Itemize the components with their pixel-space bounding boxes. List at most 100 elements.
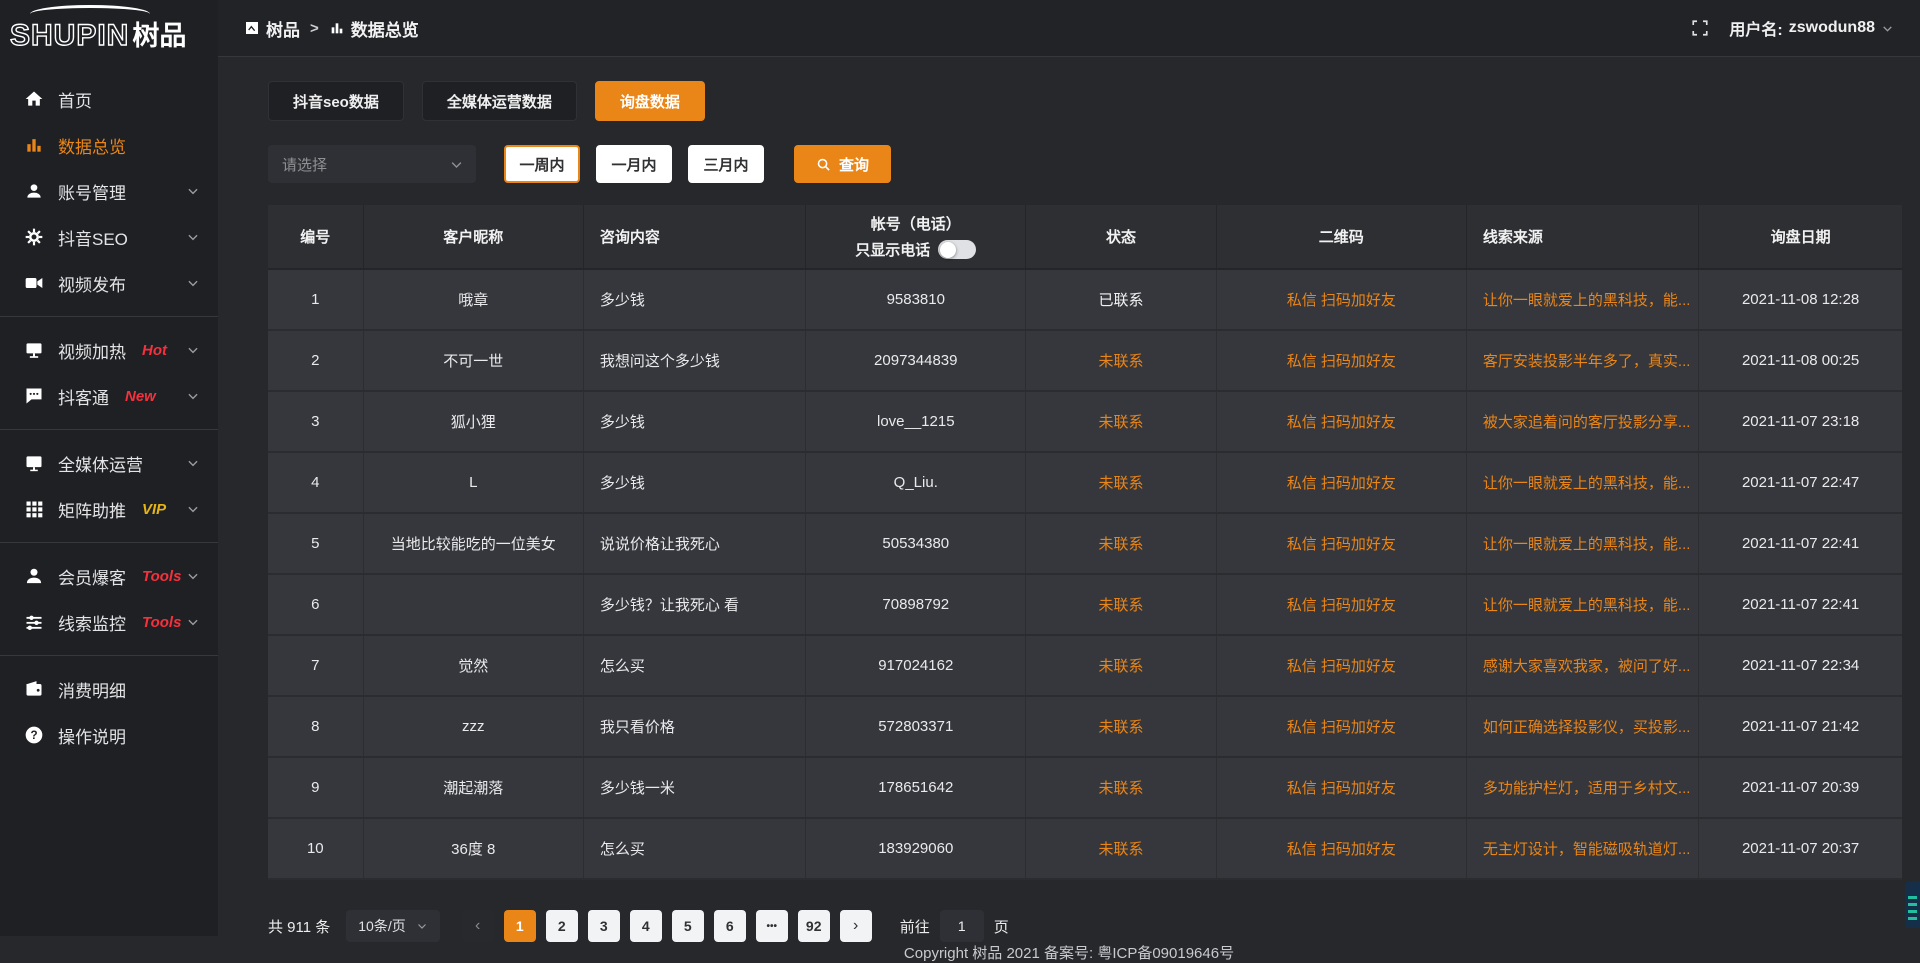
page-ellipsis-button[interactable]: •••	[756, 910, 788, 942]
screen-icon	[24, 453, 44, 473]
tab-douyin-seo-data[interactable]: 抖音seo数据	[268, 81, 404, 121]
sidebar-item-help[interactable]: ? 操作说明	[0, 712, 218, 758]
inquiry-table: 编号 客户昵称 咨询内容 帐号（电话） 只显示电话 状态 二维码 线索来源	[268, 205, 1902, 880]
page-size-value: 10条/页	[358, 916, 405, 936]
cell-source-link[interactable]: 感谢大家喜欢我家，被问了好...	[1466, 635, 1698, 696]
cell-qrcode-link[interactable]: 私信 扫码加好友	[1216, 330, 1466, 391]
logo-text-en: SHUPIN	[10, 19, 129, 52]
cell-status: 未联系	[1026, 330, 1216, 391]
chevron-down-icon	[186, 615, 200, 629]
column-header-account: 帐号（电话） 只显示电话	[806, 205, 1026, 269]
cell-qrcode-link[interactable]: 私信 扫码加好友	[1216, 696, 1466, 757]
logo-text-cn: 树品	[132, 21, 186, 51]
page-button-6[interactable]: 6	[714, 910, 746, 942]
chevron-down-icon	[186, 569, 200, 583]
page-button-1[interactable]: 1	[504, 910, 536, 942]
cell-source-link[interactable]: 让你一眼就爱上的黑科技，能...	[1466, 452, 1698, 513]
query-button[interactable]: 查询	[794, 145, 891, 183]
sidebar-item-media-operation[interactable]: 全媒体运营	[0, 440, 218, 486]
filter-select-placeholder: 请选择	[282, 154, 327, 175]
sidebar-item-label: 全媒体运营	[58, 451, 143, 476]
app-window-icon	[244, 20, 260, 36]
period-button-quarter[interactable]: 三月内	[688, 145, 764, 183]
topbar-right: 用户名: zswodun88	[1691, 16, 1894, 40]
sidebar-item-label: 操作说明	[58, 723, 126, 748]
cell-date: 2021-11-07 21:42	[1699, 696, 1902, 757]
cell-content: 怎么买	[583, 635, 805, 696]
cell-qrcode-link[interactable]: 私信 扫码加好友	[1216, 513, 1466, 574]
cell-qrcode-link[interactable]: 私信 扫码加好友	[1216, 635, 1466, 696]
goto-page-input[interactable]	[940, 910, 984, 942]
page-button-4[interactable]: 4	[630, 910, 662, 942]
sidebar-item-douyin-seo[interactable]: 抖音SEO	[0, 214, 218, 260]
sidebar-divider	[0, 542, 218, 543]
cell-source-link[interactable]: 让你一眼就爱上的黑科技，能...	[1466, 269, 1698, 330]
cell-qrcode-link[interactable]: 私信 扫码加好友	[1216, 757, 1466, 818]
tab-media-operation-data[interactable]: 全媒体运营数据	[422, 81, 577, 121]
sidebar-divider	[0, 655, 218, 656]
sidebar-divider	[0, 429, 218, 430]
sidebar-item-account-manage[interactable]: 账号管理	[0, 168, 218, 214]
cell-qrcode-link[interactable]: 私信 扫码加好友	[1216, 269, 1466, 330]
breadcrumb-item-current[interactable]: 数据总览	[329, 16, 419, 41]
page-size-select[interactable]: 10条/页	[346, 910, 439, 942]
page-button-3[interactable]: 3	[588, 910, 620, 942]
cell-source-link[interactable]: 无主灯设计，智能磁吸轨道灯...	[1466, 818, 1698, 879]
cell-date: 2021-11-07 20:39	[1699, 757, 1902, 818]
cell-account: 70898792	[806, 574, 1026, 635]
page-button-2[interactable]: 2	[546, 910, 578, 942]
cell-source-link[interactable]: 让你一眼就爱上的黑科技，能...	[1466, 574, 1698, 635]
cell-content: 多少钱	[583, 452, 805, 513]
period-button-week[interactable]: 一周内	[504, 145, 580, 183]
cell-qrcode-link[interactable]: 私信 扫码加好友	[1216, 818, 1466, 879]
copyright-text: Copyright 树品 2021 备案号: 粤ICP备09019646号	[904, 942, 1234, 963]
sidebar-item-home[interactable]: 首页	[0, 76, 218, 122]
question-icon: ?	[24, 725, 44, 745]
next-page-button[interactable]: ›	[840, 910, 872, 942]
user-menu[interactable]: 用户名: zswodun88	[1729, 16, 1894, 40]
cell-qrcode-link[interactable]: 私信 扫码加好友	[1216, 574, 1466, 635]
fullscreen-icon[interactable]	[1691, 19, 1709, 37]
cell-qrcode-link[interactable]: 私信 扫码加好友	[1216, 452, 1466, 513]
prev-page-button[interactable]: ‹	[462, 910, 494, 942]
cell-status: 未联系	[1026, 391, 1216, 452]
sidebar-item-video-publish[interactable]: 视频发布	[0, 260, 218, 306]
cell-source-link[interactable]: 客厅安装投影半年多了，真实...	[1466, 330, 1698, 391]
sidebar-item-label: 视频加热	[58, 338, 126, 363]
username-value: zswodun88	[1789, 19, 1875, 37]
cell-source-link[interactable]: 让你一眼就爱上的黑科技，能...	[1466, 513, 1698, 574]
cell-source-link[interactable]: 如何正确选择投影仪，买投影...	[1466, 696, 1698, 757]
tab-inquiry-data[interactable]: 询盘数据	[595, 81, 705, 121]
breadcrumb-separator: >	[310, 20, 319, 37]
page-button-92[interactable]: 92	[798, 910, 830, 942]
goto-page: 前往 页	[900, 910, 1009, 942]
cell-source-link[interactable]: 被大家追着问的客厅投影分享...	[1466, 391, 1698, 452]
period-button-month[interactable]: 一月内	[596, 145, 672, 183]
sidebar-item-label: 数据总览	[58, 133, 126, 158]
phone-only-toggle[interactable]	[938, 240, 976, 259]
sidebar-item-data-overview[interactable]: 数据总览	[0, 122, 218, 168]
filter-select[interactable]: 请选择	[268, 145, 476, 183]
cell-status: 未联系	[1026, 513, 1216, 574]
cell-date: 2021-11-07 22:34	[1699, 635, 1902, 696]
page-button-5[interactable]: 5	[672, 910, 704, 942]
breadcrumb-item-home[interactable]: 树品	[244, 16, 300, 41]
chevron-down-icon	[186, 343, 200, 357]
cell-qrcode-link[interactable]: 私信 扫码加好友	[1216, 391, 1466, 452]
cell-source-link[interactable]: 多功能护栏灯，适用于乡村文...	[1466, 757, 1698, 818]
floating-widget[interactable]	[1905, 882, 1920, 928]
cell-account: 572803371	[806, 696, 1026, 757]
home-icon	[24, 89, 44, 109]
cell-id: 10	[268, 818, 363, 879]
sidebar-item-consume-detail[interactable]: 消费明细	[0, 666, 218, 712]
